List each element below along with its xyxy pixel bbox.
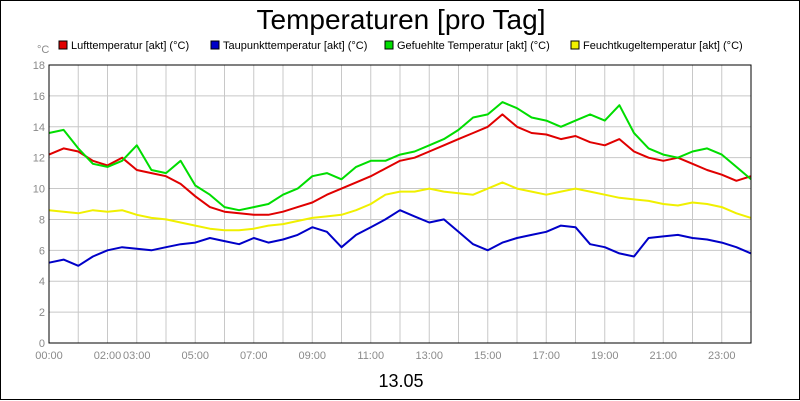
y-tick-label: 14 [33, 122, 45, 134]
x-tick-label: 00:00 [35, 350, 63, 362]
x-tick-label: 19:00 [591, 350, 619, 362]
y-axis-ticks: 0 2 4 6 8 10 12 14 16 18 [33, 60, 45, 350]
series-lines [48, 101, 752, 267]
y-tick-label: 10 [33, 184, 45, 196]
legend-label-2: Gefuehlte Temperatur [akt] (°C) [397, 40, 550, 52]
x-tick-label: 23:00 [708, 350, 736, 362]
y-axis-unit: °C [37, 44, 49, 56]
x-tick-label: 03:00 [123, 350, 151, 362]
x-tick-label: 02:00 [94, 350, 122, 362]
y-tick-label: 6 [39, 245, 45, 257]
x-tick-label: 13:00 [415, 350, 443, 362]
legend-label-3: Feuchtkugeltemperatur [akt] (°C) [583, 40, 743, 52]
legend-swatch-3 [570, 40, 580, 50]
plot-border [48, 64, 752, 344]
legend-label-0: Lufttemperatur [akt] (°C) [71, 40, 189, 52]
y-tick-label: 12 [33, 153, 45, 165]
y-tick-label: 0 [39, 338, 45, 350]
series-line-2 [48, 101, 752, 212]
date-label: 13.05 [378, 371, 423, 391]
series-line-1 [48, 209, 752, 267]
legend-swatch-0 [58, 40, 68, 50]
x-tick-label: 07:00 [240, 350, 268, 362]
y-tick-label: 8 [39, 214, 45, 226]
legend-swatch-2 [384, 40, 394, 50]
series-line-3 [48, 181, 752, 232]
legend-label-1: Taupunkttemperatur [akt] (°C) [223, 40, 367, 52]
y-tick-label: 2 [39, 307, 45, 319]
legend: Lufttemperatur [akt] (°C) Taupunkttempera… [58, 40, 743, 52]
chart-title: Temperaturen [pro Tag] [257, 4, 546, 35]
x-tick-label: 09:00 [298, 350, 326, 362]
x-tick-label: 17:00 [532, 350, 560, 362]
x-tick-label: 21:00 [649, 350, 677, 362]
grid [48, 64, 752, 344]
legend-swatch-1 [210, 40, 220, 50]
y-tick-label: 16 [33, 91, 45, 103]
x-tick-label: 15:00 [474, 350, 502, 362]
series-line-0 [48, 113, 752, 216]
y-tick-label: 4 [39, 276, 45, 288]
x-tick-label: 05:00 [181, 350, 209, 362]
x-axis-ticks: 00:00 02:00 03:00 05:00 07:00 09:00 11:00 13:00… [35, 350, 735, 362]
y-tick-label: 18 [33, 60, 45, 72]
x-tick-label: 11:00 [357, 350, 384, 362]
